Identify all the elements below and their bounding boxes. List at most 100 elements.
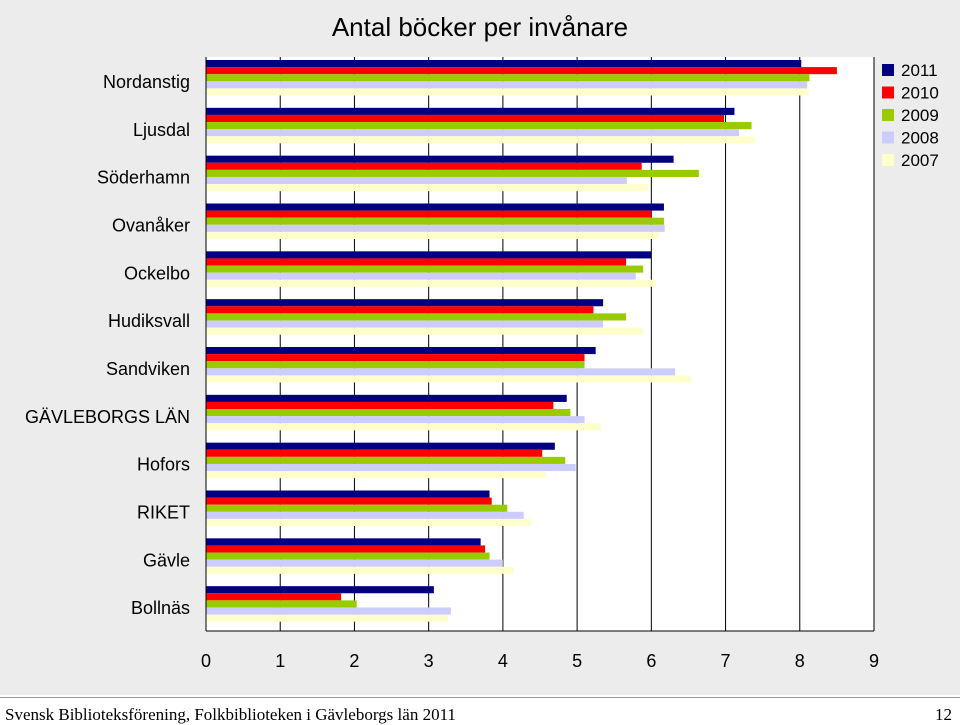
bar	[206, 107, 735, 115]
bar	[206, 490, 490, 498]
bar	[206, 279, 656, 287]
bar	[206, 81, 808, 89]
bar	[206, 552, 490, 560]
bar	[206, 306, 594, 314]
bar	[206, 409, 571, 417]
legend-swatch	[882, 64, 894, 76]
bar	[206, 442, 555, 450]
legend-swatch	[882, 109, 894, 121]
bar	[206, 67, 837, 75]
category-label: Nordanstig	[103, 72, 190, 92]
plot-area	[206, 57, 874, 631]
bar	[206, 88, 809, 96]
category-label: Sandviken	[106, 359, 190, 379]
legend-label: 2007	[901, 151, 939, 170]
category-label: Ljusdal	[133, 120, 190, 140]
footer-source: Svensk Biblioteksförening, Folkbibliotek…	[5, 705, 456, 724]
x-tick-label: 4	[498, 651, 508, 671]
bar	[206, 184, 649, 192]
bar	[206, 566, 514, 574]
bar	[206, 456, 566, 464]
bar	[206, 497, 492, 505]
bar	[206, 545, 486, 553]
bar	[206, 416, 585, 424]
legend-label: 2008	[901, 129, 939, 148]
footer-divider	[0, 697, 960, 698]
bar	[206, 176, 627, 185]
legend-label: 2011	[901, 61, 938, 80]
x-tick-label: 7	[721, 651, 731, 671]
chart-title: Antal böcker per invånare	[331, 12, 629, 42]
bar	[206, 368, 676, 376]
legend-label: 2009	[901, 106, 939, 125]
bar	[206, 114, 725, 123]
x-tick-label: 9	[869, 651, 879, 671]
bar	[206, 74, 810, 82]
x-tick-label: 3	[424, 651, 434, 671]
bar	[206, 394, 567, 402]
bar	[206, 538, 481, 546]
bar	[206, 258, 627, 266]
bar	[206, 559, 503, 567]
bar	[206, 299, 604, 307]
legend-label: 2010	[901, 84, 939, 103]
category-label: Ovanåker	[112, 215, 190, 235]
bar	[206, 327, 644, 335]
bar	[206, 265, 644, 273]
bar	[206, 354, 585, 362]
x-tick-label: 5	[572, 651, 582, 671]
bar	[206, 518, 532, 526]
category-label: RIKET	[137, 502, 190, 522]
bar	[206, 471, 546, 479]
chart-area: Antal böcker per invånare Nordanstig Ljus…	[0, 0, 960, 695]
bar	[206, 122, 752, 130]
x-tick-label: 6	[646, 651, 656, 671]
bar	[206, 504, 508, 512]
bar	[206, 593, 342, 601]
category-label: Ockelbo	[124, 263, 190, 283]
category-label: Bollnäs	[131, 598, 190, 618]
bar	[206, 203, 664, 211]
bar	[206, 313, 627, 321]
bar	[206, 162, 642, 170]
bar	[206, 463, 576, 472]
bar	[206, 600, 357, 608]
bar	[206, 614, 448, 622]
bar	[206, 136, 756, 144]
category-label: GÄVLEBORGS LÄN	[25, 407, 190, 427]
category-label: Gävle	[143, 550, 190, 570]
bar	[206, 60, 802, 68]
x-tick-label: 0	[201, 651, 211, 671]
category-label: Söderhamn	[97, 168, 190, 188]
x-tick-label: 2	[349, 651, 359, 671]
bar	[206, 251, 652, 259]
bar	[206, 511, 524, 519]
bar	[206, 423, 601, 431]
bar	[206, 401, 554, 410]
page-number: 12	[935, 705, 952, 724]
bar	[206, 375, 691, 383]
bar	[206, 129, 739, 137]
bar	[206, 347, 596, 355]
bar	[206, 210, 652, 218]
category-label: Hudiksvall	[108, 311, 190, 331]
bar	[206, 320, 604, 328]
bar	[206, 224, 665, 232]
bar	[206, 231, 659, 239]
bar	[206, 449, 543, 457]
bar-chart: Nordanstig Ljusdal Söderhamn Ovanåker Ockelb…	[25, 57, 939, 671]
bar	[206, 169, 699, 177]
x-tick-label: 1	[275, 651, 285, 671]
bar	[206, 586, 434, 594]
category-label: Hofors	[137, 455, 190, 475]
bar	[206, 607, 451, 615]
legend-swatch	[882, 131, 894, 144]
legend-swatch	[882, 86, 894, 99]
bar	[206, 155, 674, 163]
legend-swatch	[882, 154, 894, 166]
bar	[206, 217, 664, 225]
bar	[206, 272, 636, 280]
x-tick-label: 8	[795, 651, 805, 671]
bar	[206, 361, 585, 369]
